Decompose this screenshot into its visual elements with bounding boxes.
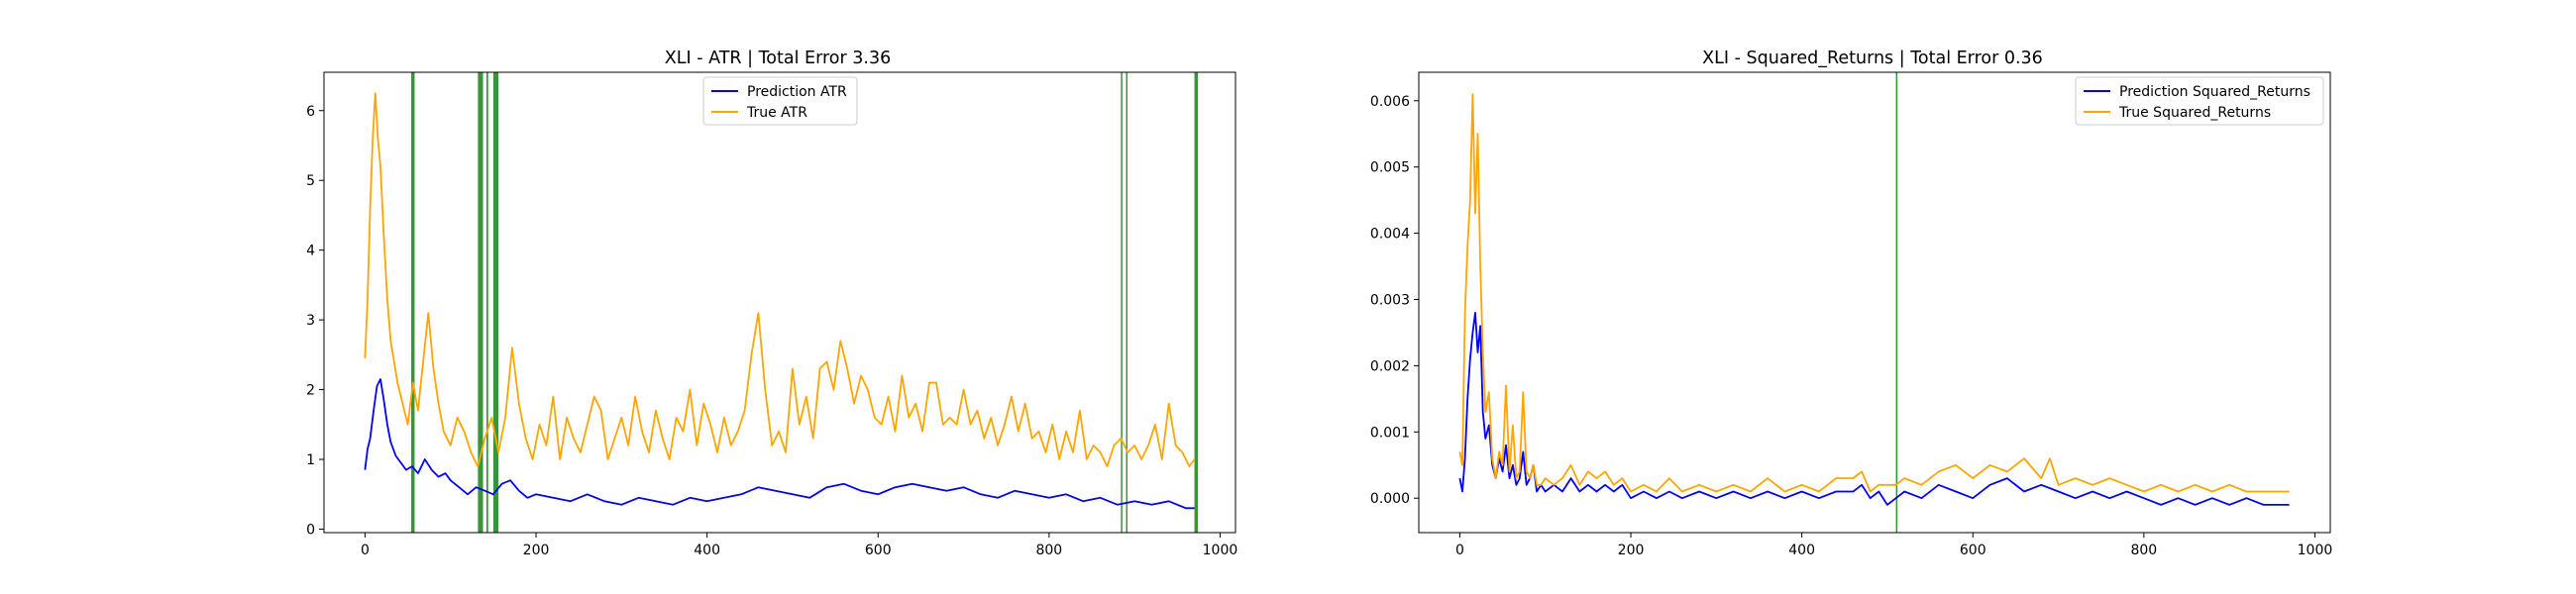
squared-returns-legend-prediction-label: Prediction Squared_Returns [2119,84,2310,100]
squared-returns-y-tick-label: 0.000 [1370,491,1410,507]
atr-x-tick-label: 0 [361,543,370,558]
atr-y-tick-label: 4 [306,244,315,259]
squared-returns-y-tick-label: 0.004 [1370,227,1410,243]
squared-returns-y-tick-label: 0.003 [1370,292,1410,308]
atr-x-tick-label: 800 [1035,543,1062,558]
atr-y-tick-label: 0 [306,522,315,538]
squared-returns-axes-frame [1418,71,2331,534]
atr-y-tick-label: 6 [306,104,315,120]
atr-y-tick-label: 1 [306,452,315,468]
atr-x-tick-label: 400 [694,543,720,558]
squared-returns-y-tick-label: 0.006 [1370,94,1410,110]
atr-y-tick-label: 5 [306,173,315,189]
squared-returns-chart: XLI - Squared_Returns | Total Error 0.36… [1370,49,2332,558]
atr-highlight-span [411,72,415,533]
atr-legend-true-label: True ATR [746,105,807,121]
atr-axes-frame [323,71,1236,534]
atr-y-tick-label: 3 [306,313,315,329]
squared-returns-legend: Prediction Squared_Returns True Squared_… [2075,76,2324,126]
atr-series-line-prediction [364,378,1195,510]
squared-returns-y-tick-label: 0.005 [1370,160,1410,176]
squared-returns-x-tick-label: 400 [1788,543,1815,558]
atr-highlight-span [485,72,488,533]
atr-legend: Prediction ATR True ATR [702,76,858,126]
atr-highlight-span [492,72,499,533]
atr-chart: XLI - ATR | Total Error 3.36 0 200 400 600 8… [306,49,1237,558]
squared-returns-y-tick-label: 0.001 [1370,425,1410,441]
atr-y-tick-label: 2 [306,383,315,399]
squared-returns-x-tick-label: 1000 [2298,543,2333,558]
squared-returns-series-line-true [1458,93,2290,493]
squared-returns-x-tick-label: 0 [1455,543,1464,558]
squared-returns-x-tick-label: 800 [2130,543,2157,558]
squared-returns-highlight-span [1895,72,1898,533]
atr-highlight-span [478,72,483,533]
squared-returns-legend-box [2075,76,2324,126]
atr-highlight-span [1194,72,1199,533]
atr-x-tick-label: 600 [865,543,892,558]
squared-returns-y-tick-label: 0.002 [1370,358,1410,374]
squared-returns-chart-title: XLI - Squared_Returns | Total Error 0.36 [1702,49,2043,68]
atr-x-tick-label: 200 [523,543,550,558]
atr-highlight-span [1121,72,1123,533]
atr-legend-box [702,76,858,126]
atr-chart-title: XLI - ATR | Total Error 3.36 [665,49,891,68]
atr-highlight-span [1126,72,1128,533]
atr-plot-area: 0 200 400 600 800 1000 0 1 2 3 4 5 6 [306,71,1238,558]
atr-legend-prediction-label: Prediction ATR [747,84,847,100]
squared-returns-legend-true-label: True Squared_Returns [2118,105,2271,121]
squared-returns-x-tick-label: 200 [1618,543,1645,558]
squared-returns-x-tick-label: 600 [1960,543,1986,558]
squared-returns-plot-area: 0 200 400 600 800 1000 0.000 0.001 0.002 0.003 0.0… [1370,71,2333,558]
atr-x-tick-label: 1000 [1203,543,1238,558]
atr-series-line-true [364,92,1196,467]
